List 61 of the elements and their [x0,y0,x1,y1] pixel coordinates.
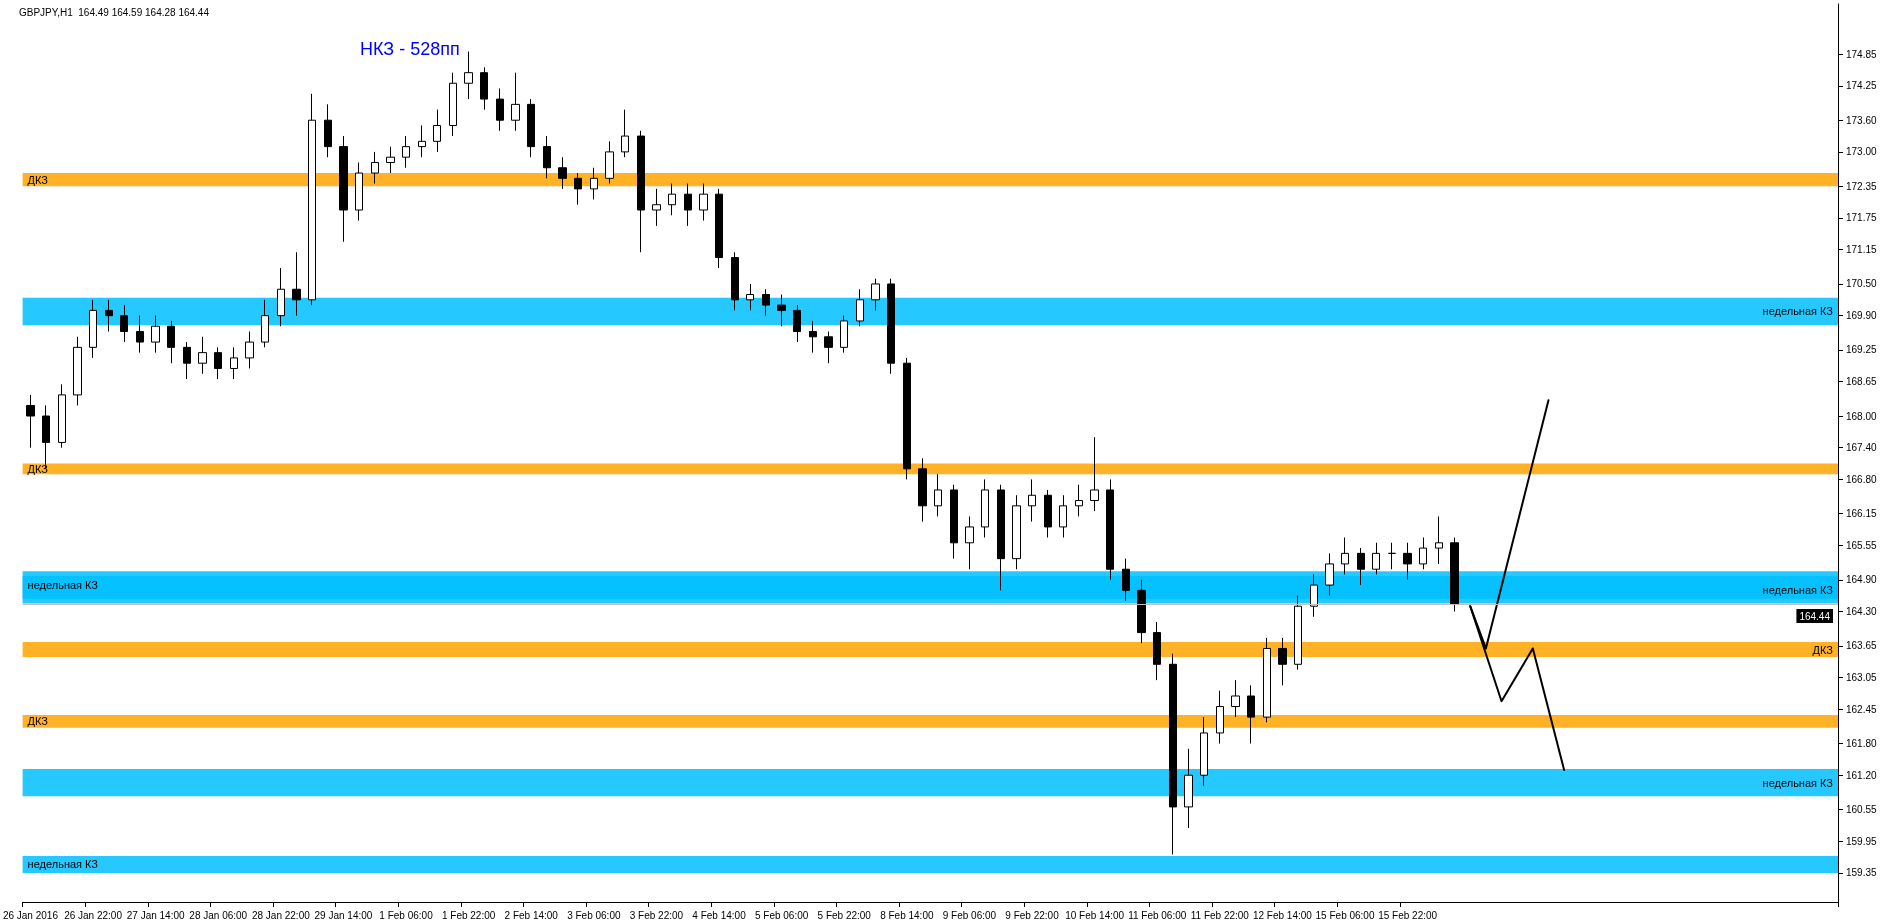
y-tick-label: 165.55 [1846,539,1878,551]
band-label: недельная КЗ [27,579,99,592]
band-label: ДКЗ [1812,643,1834,656]
band-label: недельная КЗ [1762,305,1834,318]
x-tick-label: 8 Feb 14:00 [880,909,934,921]
x-tick-label: 28 Jan 06:00 [189,909,248,921]
chart-title: GBPJPY,H1 164.49 164.59 164.28 164.44 [19,6,210,18]
y-tick-label: 166.80 [1846,473,1878,485]
x-tick-label: 1 Feb 06:00 [379,909,434,921]
annotation: НКЗ - 528пп [360,39,460,59]
x-tick-label: 9 Feb 06:00 [942,909,997,921]
y-tick-label: 174.25 [1846,80,1878,92]
y-tick-label: 169.90 [1846,310,1878,322]
y-tick-label: 163.05 [1846,672,1878,683]
x-tick-label: 11 Feb 22:00 [1190,909,1250,921]
x-tick-label: 5 Feb 22:00 [817,909,872,921]
band-label: ДКЗ [27,715,49,728]
y-tick-label: 171.75 [1846,212,1878,224]
x-tick-label: 28 Jan 22:00 [251,909,311,921]
band-label: недельная КЗ [1762,583,1834,596]
x-tick-label: 1 Feb 22:00 [441,909,496,921]
x-tick-label: 26 Jan 22:00 [64,909,123,921]
x-tick-label: 27 Jan 14:00 [126,909,185,921]
x-tick-label: 26 Jan 2016 [2,909,59,921]
y-tick-label: 164.30 [1846,605,1878,617]
x-tick-label: 3 Feb 22:00 [629,909,684,921]
y-tick-label: 168.00 [1846,410,1878,422]
y-tick-label: 159.95 [1846,835,1878,847]
y-tick-label: 169.25 [1846,344,1878,356]
x-tick-label: 2 Feb 14:00 [504,909,559,921]
y-tick-label: 171.15 [1846,244,1878,256]
y-tick-label: 174.85 [1846,48,1878,60]
x-tick-label: 9 Feb 22:00 [1005,909,1060,921]
y-tick-label: 172.35 [1846,180,1878,192]
band-label: ДКЗ [27,173,49,186]
x-tick-label: 11 Feb 06:00 [1128,909,1187,921]
y-tick-label: 170.50 [1846,278,1878,290]
x-tick-label: 3 Feb 06:00 [567,909,621,921]
x-tick-label: 12 Feb 14:00 [1252,909,1313,921]
x-tick-label: 15 Feb 06:00 [1315,909,1375,921]
x-tick-label: 29 Jan 14:00 [314,909,373,921]
y-tick-label: 161.80 [1846,738,1878,750]
band-label: недельная КЗ [1762,776,1834,789]
x-tick-label: 4 Feb 14:00 [692,909,747,921]
y-tick-label: 162.45 [1846,703,1878,715]
band-label: недельная КЗ [27,858,99,871]
band-label: ДКЗ [27,462,49,475]
x-tick-label: 5 Feb 06:00 [754,909,809,921]
y-tick-label: 166.15 [1846,508,1878,520]
y-tick-label: 161.20 [1846,769,1878,781]
ref-line-label: 164.44 [1799,610,1831,622]
y-tick-label: 159.35 [1846,867,1878,879]
y-tick-label: 173.60 [1846,114,1878,126]
y-tick-label: 163.65 [1846,640,1878,652]
y-tick-label: 167.40 [1846,442,1878,454]
x-tick-label: 10 Feb 14:00 [1065,909,1125,921]
x-tick-label: 15 Feb 22:00 [1378,909,1438,921]
y-tick-label: 173.00 [1846,146,1878,158]
y-tick-label: 164.90 [1846,574,1878,586]
y-tick-label: 168.65 [1846,376,1878,388]
y-tick-label: 160.55 [1846,804,1878,816]
